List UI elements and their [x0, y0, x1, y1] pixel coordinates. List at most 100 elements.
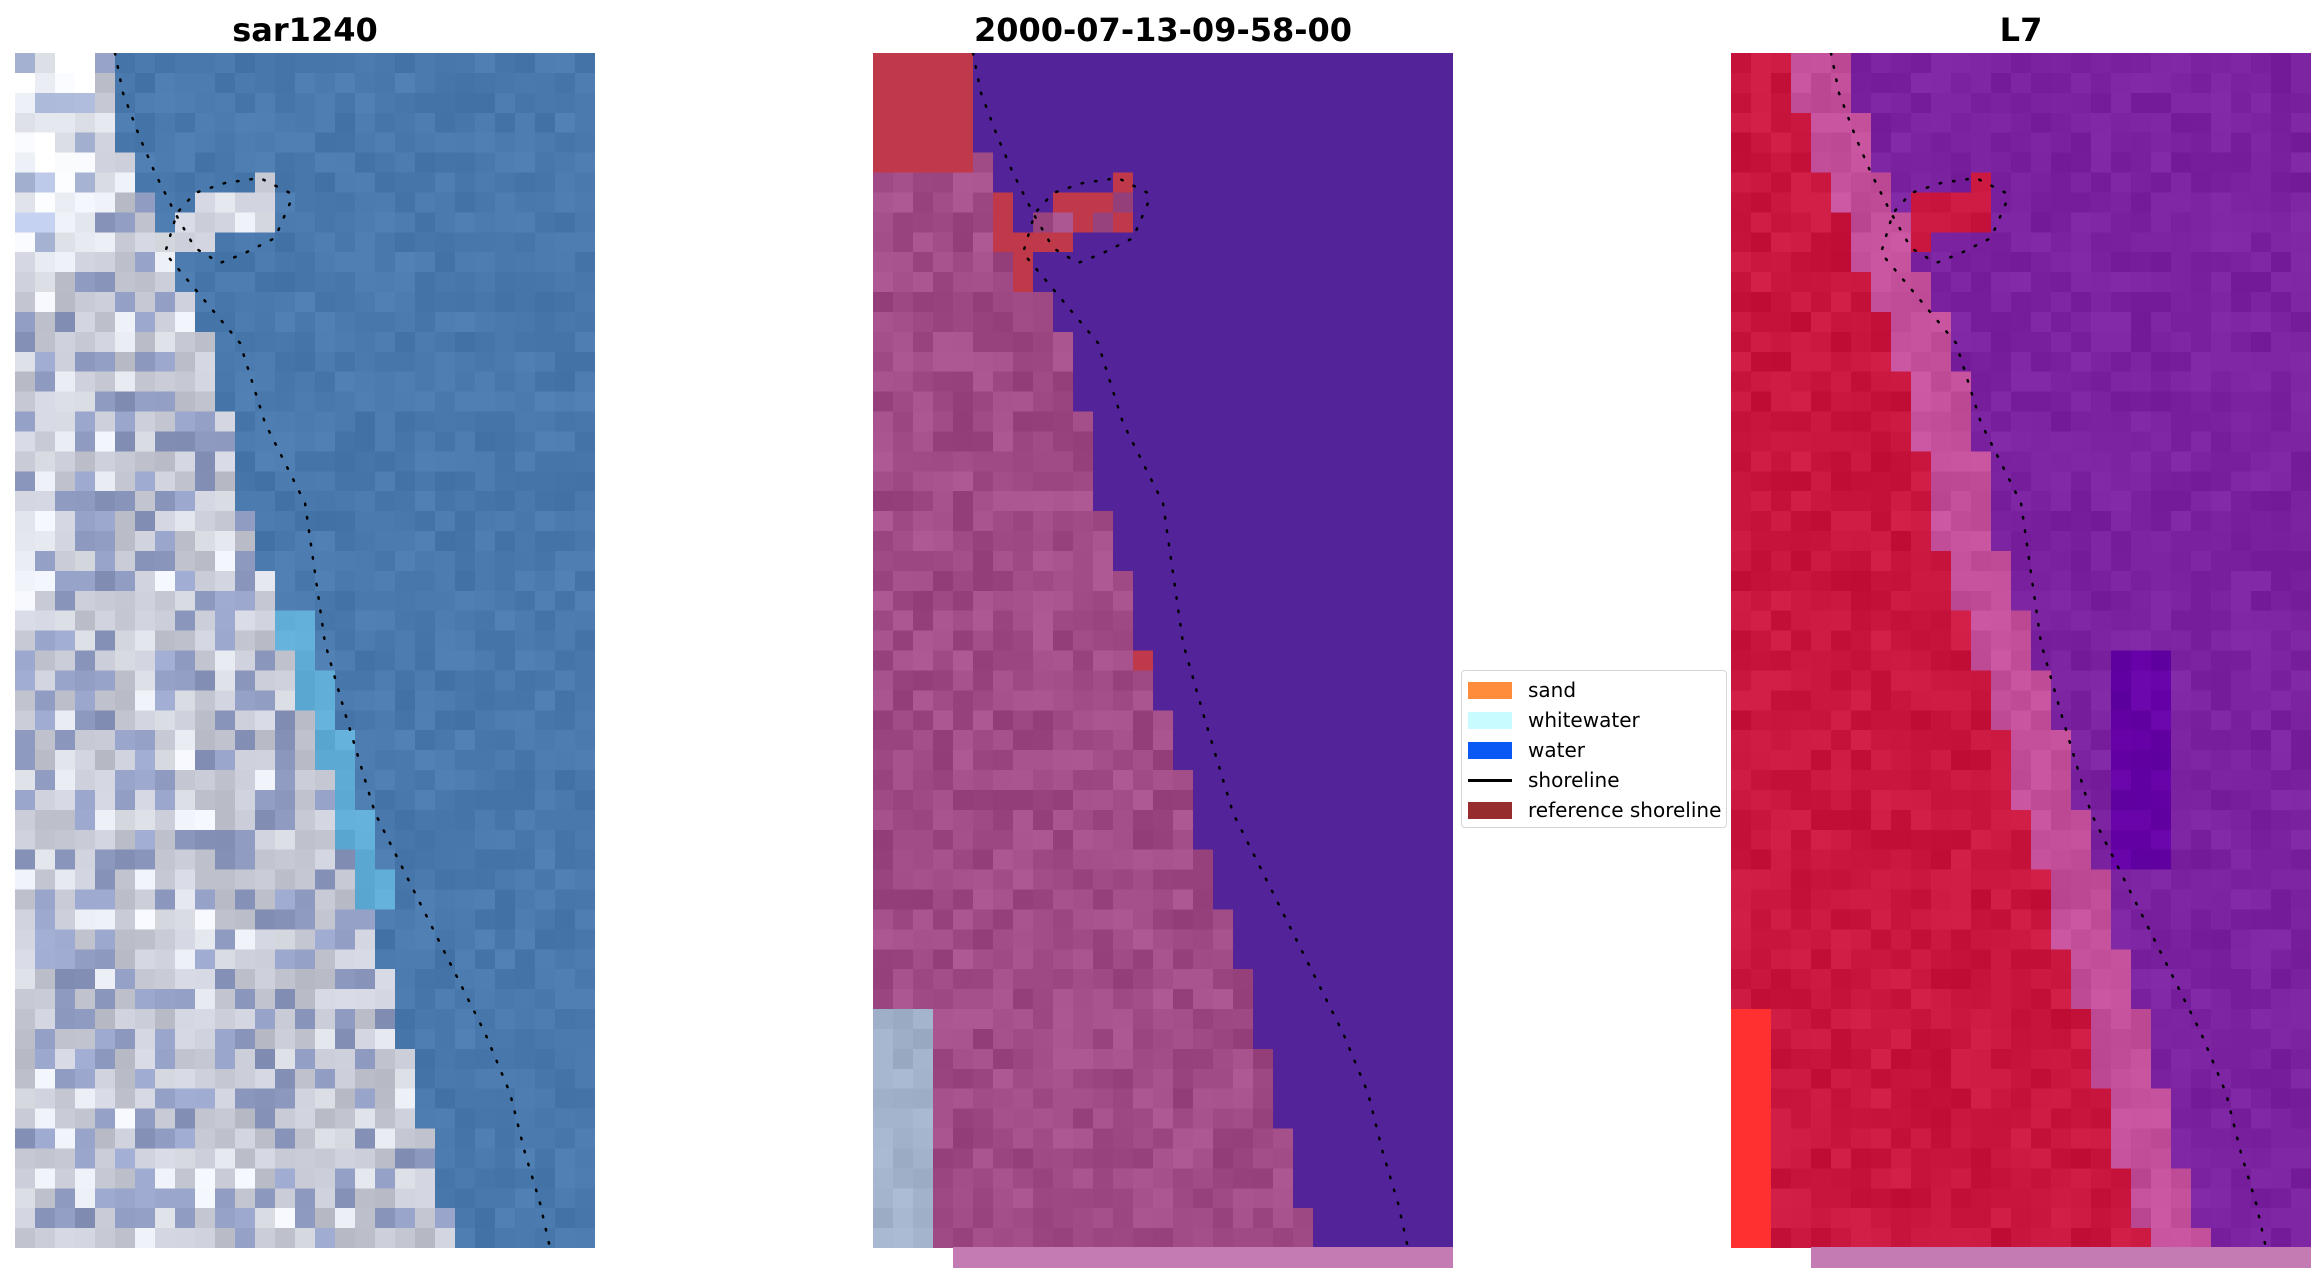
- pixel: [35, 909, 56, 930]
- pixel: [1073, 152, 1094, 174]
- pixel: [1053, 750, 1074, 771]
- pixel: [35, 670, 56, 691]
- pixel: [235, 989, 256, 1010]
- pixel: [1911, 789, 1932, 811]
- pixel: [1213, 989, 1234, 1010]
- pixel: [2111, 491, 2132, 512]
- pixel: [2131, 92, 2152, 114]
- pixel: [1153, 232, 1174, 253]
- pixel: [155, 72, 176, 94]
- pixel: [255, 192, 276, 213]
- pixel: [335, 949, 356, 970]
- pixel: [75, 411, 96, 433]
- pixel: [1373, 1208, 1394, 1229]
- pixel: [873, 232, 894, 253]
- pixel: [1731, 471, 1752, 492]
- pixel: [1193, 989, 1214, 1010]
- pixel: [295, 451, 316, 472]
- pixel: [893, 431, 914, 452]
- pixel: [1253, 869, 1274, 891]
- pixel: [295, 989, 316, 1010]
- pixel: [355, 431, 376, 452]
- pixel: [973, 232, 994, 253]
- pixel: [2051, 750, 2072, 771]
- pixel: [1053, 132, 1074, 154]
- pixel: [275, 72, 296, 94]
- pixel: [275, 730, 296, 751]
- pixel: [15, 1228, 36, 1248]
- pixel: [2211, 132, 2232, 154]
- pixel: [1831, 889, 1852, 911]
- pixel: [255, 371, 276, 393]
- pixel: [515, 371, 536, 393]
- pixel: [1891, 869, 1912, 891]
- pixel: [1831, 989, 1852, 1010]
- pixel: [315, 750, 336, 771]
- pixel: [455, 809, 476, 831]
- pixel: [973, 630, 994, 652]
- pixel: [1851, 770, 1872, 791]
- pixel: [575, 252, 595, 273]
- pixel: [893, 451, 914, 472]
- pixel: [1791, 1009, 1812, 1030]
- pixel: [1013, 351, 1034, 373]
- pixel: [1353, 989, 1374, 1010]
- pixel: [1093, 451, 1114, 472]
- pixel: [1153, 272, 1174, 293]
- pixel: [1951, 789, 1972, 811]
- pixel: [1811, 590, 1832, 612]
- pixel: [1173, 989, 1194, 1010]
- pixel: [575, 1168, 595, 1189]
- pixel: [2291, 132, 2311, 154]
- pixel: [873, 1048, 894, 1070]
- pixel: [355, 292, 376, 313]
- pixel: [1193, 272, 1214, 293]
- pixel: [1831, 531, 1852, 552]
- pixel: [1213, 451, 1234, 472]
- pixel: [1971, 570, 1992, 592]
- pixel: [993, 1068, 1014, 1090]
- pixel: [1393, 1068, 1414, 1090]
- pixel: [135, 292, 156, 313]
- pixel: [1731, 192, 1752, 213]
- pixel: [2091, 311, 2112, 333]
- pixel: [255, 989, 276, 1010]
- pixel: [575, 670, 595, 691]
- pixel: [215, 72, 236, 94]
- pixel: [55, 670, 76, 691]
- pixel: [1113, 1128, 1134, 1150]
- pixel: [1831, 491, 1852, 512]
- pixel: [1253, 650, 1274, 672]
- pixel: [1173, 431, 1194, 452]
- pixel: [2011, 590, 2032, 612]
- pixel: [1233, 511, 1254, 532]
- pixel: [1333, 232, 1354, 253]
- pixel: [2171, 670, 2192, 691]
- pixel: [1931, 1068, 1952, 1090]
- pixel: [555, 112, 576, 134]
- pixel: [1891, 451, 1912, 472]
- pixel: [893, 730, 914, 751]
- pixel: [1731, 431, 1752, 452]
- pixel: [1871, 252, 1892, 273]
- pixel: [2191, 929, 2212, 950]
- pixel: [873, 750, 894, 771]
- pixel: [295, 132, 316, 154]
- pixel: [1293, 730, 1314, 751]
- pixel: [2131, 969, 2152, 990]
- pixel: [1053, 869, 1074, 891]
- pixel: [375, 152, 396, 174]
- pixel: [135, 1009, 156, 1030]
- pixel: [395, 411, 416, 433]
- pixel: [2151, 232, 2172, 253]
- pixel: [2151, 212, 2172, 233]
- pixel: [1751, 670, 1772, 691]
- pixel: [973, 1048, 994, 1070]
- pixel: [1393, 391, 1414, 413]
- pixel: [435, 491, 456, 512]
- pixel: [375, 391, 396, 413]
- pixel: [1353, 1228, 1374, 1248]
- pixel: [375, 411, 396, 433]
- pixel: [1253, 809, 1274, 831]
- pixel: [255, 411, 276, 433]
